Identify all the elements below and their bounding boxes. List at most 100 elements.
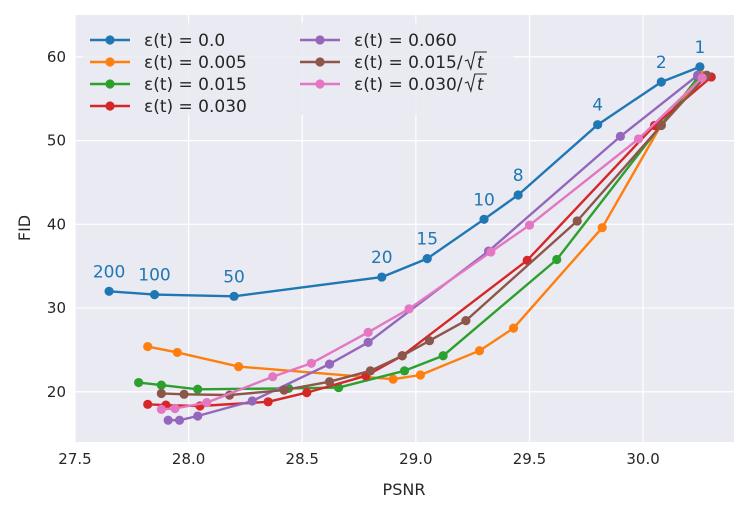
data-point [306, 358, 316, 368]
x-tick-label: 28.5 [286, 450, 319, 468]
data-point [156, 380, 166, 390]
data-point [649, 120, 660, 131]
data-point [143, 341, 153, 352]
sqrt-symbol [464, 73, 487, 94]
data-point [633, 134, 644, 144]
series-line [147, 74, 704, 381]
data-point [149, 290, 160, 300]
data-point [234, 362, 244, 372]
x-axis-title: PSNR [383, 480, 426, 499]
legend-marker [105, 35, 115, 45]
step-annotation: 50 [223, 267, 245, 287]
legend-label: ε(t) = 0.0 [144, 31, 225, 51]
legend-marker [105, 101, 115, 111]
step-annotation: 100 [138, 266, 170, 286]
step-annotation: 200 [93, 262, 125, 282]
data-point [156, 404, 166, 414]
series-5 [156, 70, 712, 400]
data-point [404, 304, 414, 314]
x-tick-label: 27.5 [58, 450, 91, 468]
data-point [656, 120, 666, 131]
data-point [572, 216, 582, 226]
data-point [656, 77, 666, 87]
step-annotation: 2 [656, 53, 667, 73]
step-annotation: 15 [416, 230, 438, 250]
legend-marker [105, 57, 115, 67]
legend-label: ε(t) = 0.060 [354, 31, 457, 51]
step-annotation: 1 [694, 38, 705, 58]
data-point [174, 415, 185, 425]
data-point [247, 396, 257, 406]
legend-label: ε(t) = 0.015/ [354, 53, 463, 73]
data-point [193, 411, 203, 421]
legend-marker [315, 35, 325, 45]
legend-item: ε(t) = 0.030 [90, 97, 247, 117]
data-point [474, 346, 485, 356]
data-point [163, 415, 173, 425]
data-point [524, 220, 535, 230]
x-tick-label: 29.5 [513, 450, 546, 468]
data-point [363, 337, 373, 347]
data-point [513, 190, 523, 200]
sqrt-argument: t [477, 75, 485, 95]
data-point [377, 272, 387, 282]
y-axis-ticks: 20 30 40 50 60 [47, 48, 66, 401]
series-line [138, 77, 699, 391]
series-line [147, 76, 713, 408]
x-tick-label: 30.0 [626, 450, 659, 468]
legend-marker [315, 79, 325, 89]
legend-item: ε(t) = 0.0 [90, 31, 225, 51]
data-point [597, 223, 607, 233]
legend-label: ε(t) = 0.030/ [354, 75, 463, 95]
y-tick-label: 40 [47, 215, 66, 233]
x-tick-label: 28.0 [172, 450, 205, 468]
data-point [508, 323, 519, 333]
step-annotation: 10 [473, 190, 495, 210]
series-0 [104, 62, 705, 301]
data-point [615, 131, 625, 142]
legend-label: ε(t) = 0.030 [144, 97, 247, 117]
data-point [302, 388, 312, 398]
legend-marker [315, 57, 325, 67]
data-point [399, 366, 410, 376]
step-annotation: 20 [371, 248, 393, 268]
legend-box [83, 23, 513, 115]
data-point [365, 366, 376, 376]
data-point [170, 403, 180, 414]
data-point [422, 254, 432, 264]
data-point [486, 247, 496, 257]
data-point [697, 73, 707, 83]
data-point [479, 214, 489, 224]
series-6 [156, 73, 707, 414]
data-point [268, 372, 278, 382]
data-point [104, 286, 114, 296]
legend-item: ε(t) = 0.015/t [300, 51, 487, 73]
step-annotation: 8 [513, 166, 524, 186]
data-point [202, 398, 212, 408]
data-point [193, 384, 203, 394]
legend-label: ε(t) = 0.015 [144, 75, 247, 95]
x-tick-label: 29.0 [399, 450, 432, 468]
data-point [229, 291, 239, 301]
data-point [143, 399, 153, 409]
data-point [134, 377, 144, 388]
legend-marker [105, 79, 115, 89]
data-point [263, 397, 273, 407]
y-tick-label: 60 [47, 48, 66, 66]
data-point [363, 327, 373, 337]
sqrt-symbol [464, 51, 487, 72]
series-line [109, 65, 701, 298]
legend-item: ε(t) = 0.015 [90, 75, 247, 95]
legend-item: ε(t) = 0.030/t [300, 73, 487, 95]
data-point [552, 254, 562, 265]
step-annotation: 4 [592, 96, 603, 116]
data-point [438, 351, 448, 361]
y-tick-label: 50 [47, 132, 66, 150]
data-point [695, 62, 705, 72]
data-point [156, 388, 166, 399]
data-point [324, 377, 335, 387]
series-layer [104, 62, 716, 425]
legend-label: ε(t) = 0.005 [144, 53, 247, 73]
